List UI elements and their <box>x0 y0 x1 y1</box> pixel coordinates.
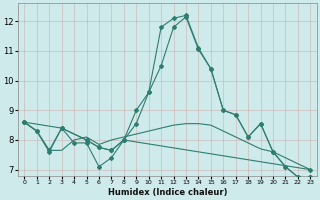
X-axis label: Humidex (Indice chaleur): Humidex (Indice chaleur) <box>108 188 227 197</box>
